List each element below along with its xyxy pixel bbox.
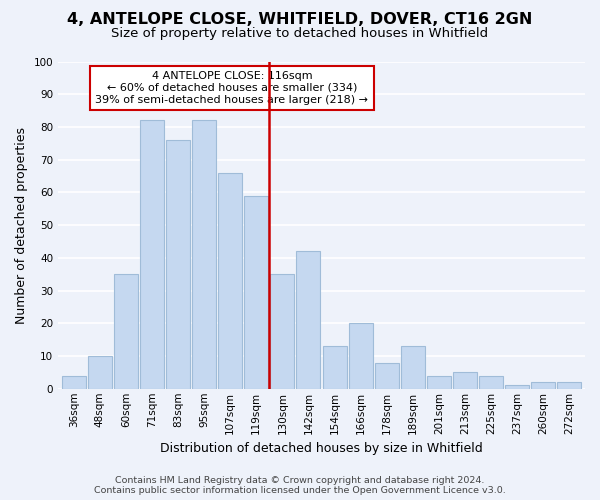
Bar bbox=[349, 324, 373, 389]
Bar bbox=[62, 376, 86, 389]
Bar bbox=[505, 386, 529, 389]
Bar bbox=[296, 252, 320, 389]
Bar bbox=[557, 382, 581, 389]
Bar bbox=[479, 376, 503, 389]
Y-axis label: Number of detached properties: Number of detached properties bbox=[15, 126, 28, 324]
Bar bbox=[218, 173, 242, 389]
Bar bbox=[140, 120, 164, 389]
Bar bbox=[271, 274, 295, 389]
Bar bbox=[427, 376, 451, 389]
Bar bbox=[88, 356, 112, 389]
Text: 4 ANTELOPE CLOSE: 116sqm
← 60% of detached houses are smaller (334)
39% of semi-: 4 ANTELOPE CLOSE: 116sqm ← 60% of detach… bbox=[95, 72, 368, 104]
Bar bbox=[323, 346, 347, 389]
Bar bbox=[192, 120, 216, 389]
Bar bbox=[401, 346, 425, 389]
Text: 4, ANTELOPE CLOSE, WHITFIELD, DOVER, CT16 2GN: 4, ANTELOPE CLOSE, WHITFIELD, DOVER, CT1… bbox=[67, 12, 533, 28]
Text: Contains HM Land Registry data © Crown copyright and database right 2024.
Contai: Contains HM Land Registry data © Crown c… bbox=[94, 476, 506, 495]
X-axis label: Distribution of detached houses by size in Whitfield: Distribution of detached houses by size … bbox=[160, 442, 483, 455]
Bar bbox=[166, 140, 190, 389]
Bar bbox=[531, 382, 555, 389]
Bar bbox=[453, 372, 477, 389]
Bar bbox=[244, 196, 268, 389]
Bar bbox=[114, 274, 138, 389]
Bar bbox=[375, 362, 399, 389]
Text: Size of property relative to detached houses in Whitfield: Size of property relative to detached ho… bbox=[112, 28, 488, 40]
